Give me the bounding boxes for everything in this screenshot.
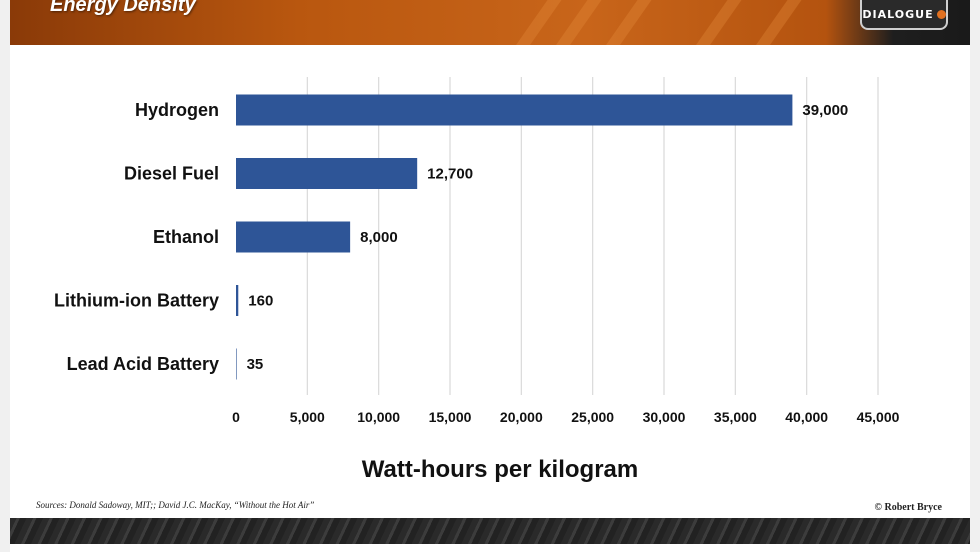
category-label: Lithium-ion Battery: [54, 291, 219, 311]
category-labels: Hydrogen Diesel Fuel Ethanol Lithium-ion Ba…: [54, 100, 219, 374]
x-tick-label: 40,000: [785, 409, 828, 425]
value-labels: 39,000 12,700 8,000 160 35: [247, 102, 849, 373]
value-label: 12,700: [427, 166, 473, 183]
chart-bars: [236, 94, 793, 380]
header-banner: Energy Density DIALOGUE: [10, 0, 970, 45]
value-label: 8,000: [360, 229, 398, 246]
bar: [236, 285, 239, 316]
chart-gridlines: [306, 77, 879, 395]
x-tick-label: 20,000: [500, 409, 543, 425]
globe-icon: [936, 9, 946, 19]
x-tick-label: 0: [232, 409, 240, 425]
x-tick-labels: 0 5,000 10,000 15,000 20,000 25,000 30,000 35,0…: [232, 409, 900, 425]
category-label: Hydrogen: [135, 100, 219, 120]
bar: [236, 158, 418, 189]
x-tick-label: 5,000: [290, 409, 325, 425]
x-axis-label: Watt-hours per kilogram: [362, 456, 638, 483]
logo-text: DIALOGUE: [862, 7, 934, 21]
value-label: 39,000: [802, 102, 848, 119]
x-tick-label: 25,000: [571, 409, 614, 425]
slide: Energy Density DIALOGUE Hydrogen Diesel F…: [10, 0, 970, 552]
slide-title: Energy Density: [50, 0, 196, 16]
x-tick-label: 35,000: [714, 409, 757, 425]
value-label: 35: [247, 356, 264, 373]
sources-note: Sources: Donald Sadoway, MIT;; David J.C…: [36, 500, 315, 510]
x-tick-label: 15,000: [429, 409, 472, 425]
category-label: Ethanol: [153, 227, 219, 247]
x-tick-label: 10,000: [357, 409, 400, 425]
x-tick-label: 45,000: [857, 409, 900, 425]
x-tick-label: 30,000: [643, 409, 686, 425]
bar: [236, 348, 237, 380]
value-label: 160: [248, 293, 273, 310]
energy-density-chart: Hydrogen Diesel Fuel Ethanol Lithium-ion Ba…: [54, 77, 900, 483]
bottom-band: [10, 518, 970, 544]
bar: [236, 94, 793, 126]
category-label: Diesel Fuel: [124, 164, 219, 184]
dialogue-logo: DIALOGUE: [860, 0, 948, 30]
copyright-note: © Robert Bryce: [874, 502, 942, 513]
category-label: Lead Acid Battery: [67, 354, 219, 374]
bar: [236, 221, 351, 253]
